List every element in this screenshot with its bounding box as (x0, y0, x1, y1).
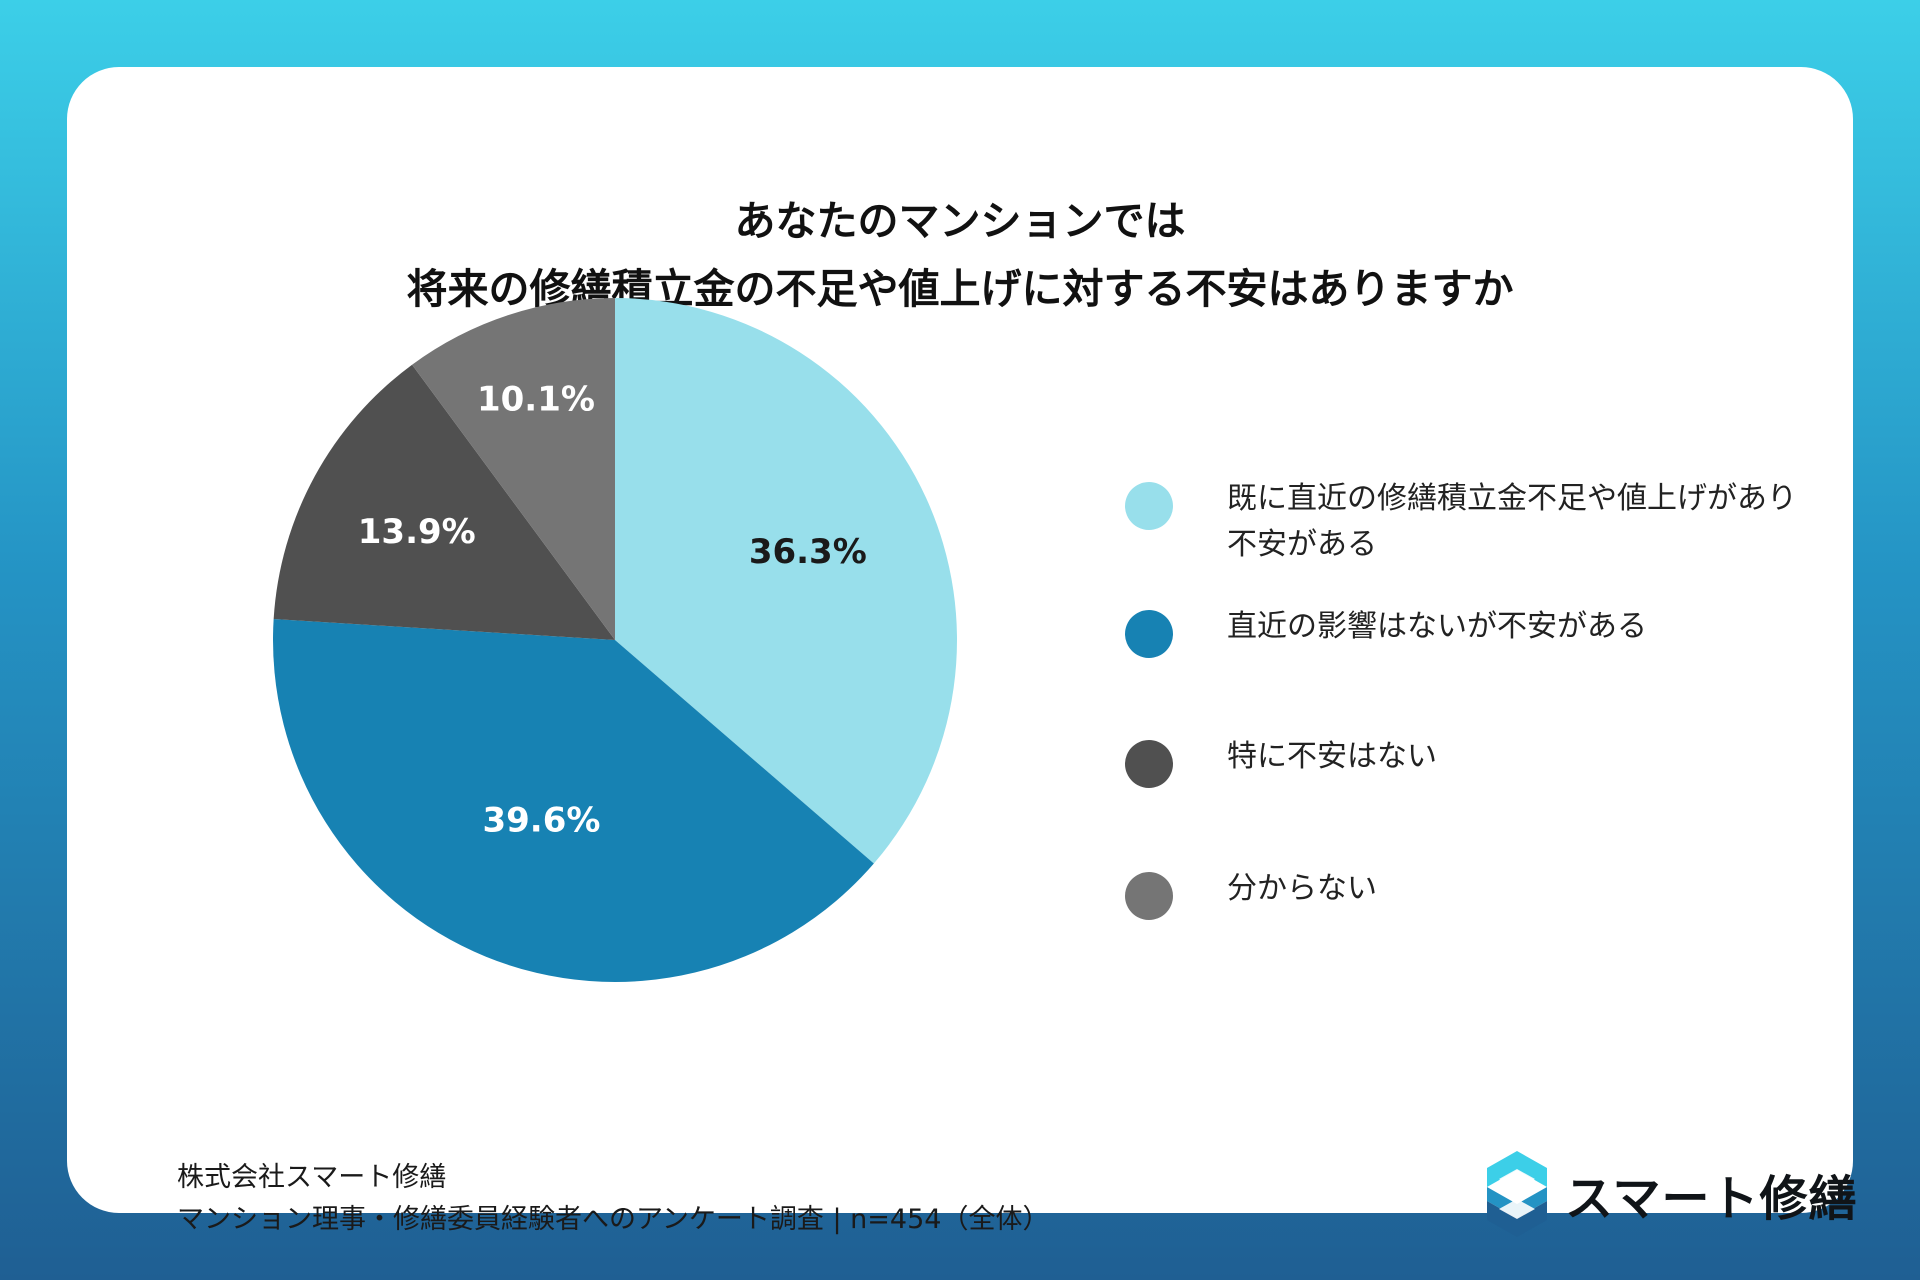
legend-swatch-3 (1125, 740, 1173, 788)
legend-label-3: 特に不安はない (1227, 739, 1437, 774)
source-survey: マンション理事・修繕委員経験者へのアンケート調査 | n=454（全体） (177, 1204, 1050, 1235)
pie-chart: 36.3% 39.6% 13.9% 10.1% (273, 298, 957, 982)
pie-slice-3 (273, 364, 615, 640)
logo-text: スマート修繕 (1565, 1171, 1858, 1227)
title-line-1: あなたのマンションでは (734, 197, 1186, 245)
source-company: 株式会社スマート修繕 (177, 1162, 447, 1193)
legend-swatch-1 (1125, 482, 1173, 530)
legend-swatch-2 (1125, 610, 1173, 658)
slice-label-1: 36.3% (749, 532, 867, 572)
pie-slice-2 (273, 619, 874, 982)
brand-logo: スマート修繕 (1485, 1149, 1858, 1239)
legend-swatch-4 (1125, 872, 1173, 920)
legend-label-2: 直近の影響はないが不安がある (1227, 609, 1647, 644)
slice-label-4: 10.1% (477, 380, 595, 420)
slice-label-3: 13.9% (358, 512, 476, 552)
pie-slice-1 (615, 298, 957, 864)
slice-label-2: 39.6% (482, 801, 600, 841)
pie-slice-4 (412, 298, 615, 640)
legend-label-4: 分からない (1227, 871, 1377, 906)
chart-card: あなたのマンションでは 将来の修繕積立金の不足や値上げに対する不安はありますか … (67, 67, 1857, 1237)
s-hexagon-logo-icon (1487, 1151, 1547, 1237)
legend-label-1: 既に直近の修繕積立金不足や値上げがあり 不安がある (1227, 481, 1797, 562)
survey-source: 株式会社スマート修繕 マンション理事・修繕委員経験者へのアンケート調査 | n=… (177, 1157, 1049, 1241)
